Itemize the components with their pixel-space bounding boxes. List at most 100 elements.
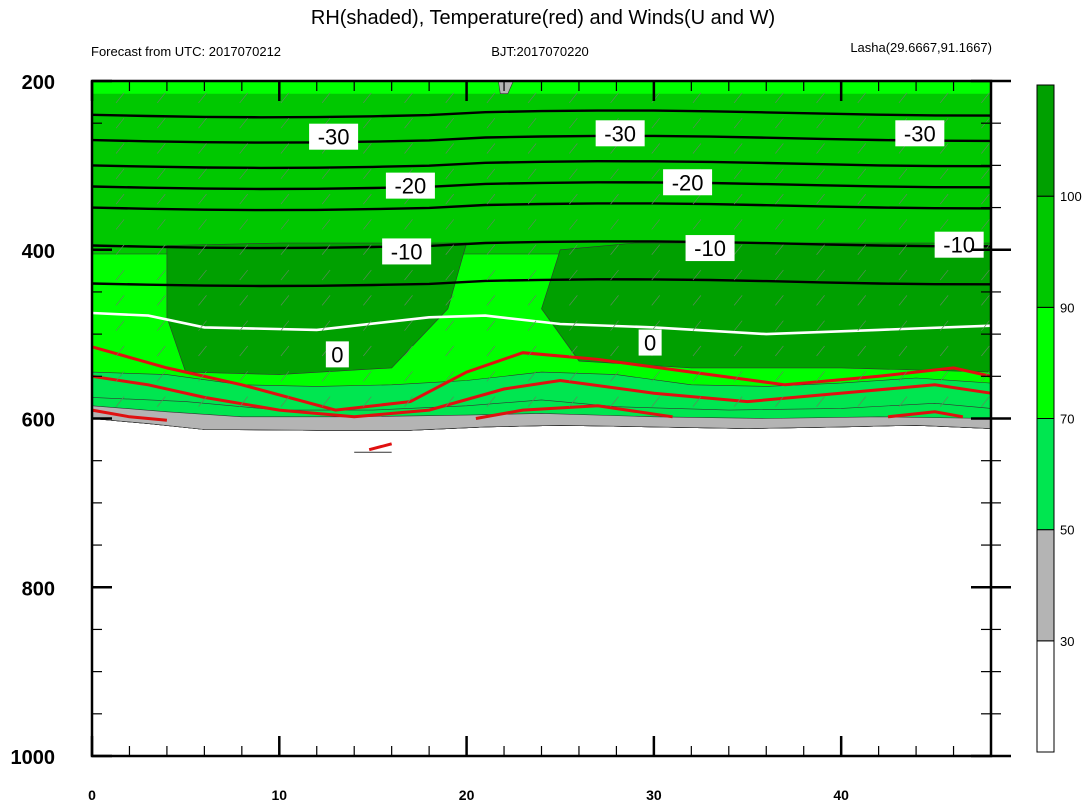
wind-barb <box>527 269 537 281</box>
wind-barb <box>692 396 702 407</box>
wind-barb <box>610 269 619 281</box>
wind-barb <box>321 320 331 331</box>
wind-barb <box>939 345 949 357</box>
wind-barb <box>733 345 743 357</box>
wind-barb <box>527 371 537 382</box>
wind-barb <box>733 219 743 230</box>
wind-barb <box>486 92 496 104</box>
wind-barb <box>445 193 455 205</box>
temperature-line <box>91 408 168 422</box>
isotherm-line <box>91 134 992 144</box>
wind-barb <box>569 143 578 154</box>
wind-barb <box>198 295 207 306</box>
wind-barb <box>857 345 867 357</box>
colorbar-swatch <box>1036 418 1055 531</box>
wind-barb <box>816 92 825 104</box>
wind-barb <box>610 396 619 407</box>
y-tick-label: 600 <box>22 410 55 432</box>
x-tick-label: 30 <box>646 787 662 803</box>
wind-barb <box>651 219 661 230</box>
wind-barb <box>939 219 949 230</box>
x-tick-label: 40 <box>833 787 849 803</box>
wind-barb <box>733 193 743 205</box>
wind-barb <box>445 320 455 331</box>
wind-barb <box>651 92 661 104</box>
wind-barb <box>321 244 331 255</box>
wind-barb <box>157 345 166 357</box>
wind-barb <box>816 295 825 306</box>
wind-barb <box>115 92 125 104</box>
wind-barb <box>733 295 743 306</box>
wind-barb <box>527 244 537 255</box>
wind-barb <box>404 295 413 306</box>
contour-label: -20 <box>394 174 426 199</box>
wind-barb <box>569 295 578 306</box>
wind-barb <box>321 295 331 306</box>
wind-barb <box>198 269 207 281</box>
wind-barb <box>486 269 496 281</box>
wind-barb <box>404 371 413 382</box>
wind-barb <box>239 244 248 255</box>
wind-barb <box>939 371 949 382</box>
wind-barb <box>651 295 661 306</box>
wind-barb <box>816 143 825 154</box>
wind-barb <box>939 143 949 154</box>
wind-barb <box>816 345 825 357</box>
wind-barb <box>321 92 331 104</box>
wind-barb <box>651 168 661 180</box>
wind-barb <box>486 168 496 180</box>
wind-barb <box>404 117 413 129</box>
wind-barb <box>816 168 825 180</box>
plot-area: -30 -30 -30-20 -20-10 -10 -100 020040060080010… <box>11 72 1011 803</box>
temperature-line <box>887 410 964 419</box>
wind-barb <box>733 143 743 154</box>
colorbar-swatch <box>1036 529 1055 642</box>
wind-barb <box>280 219 290 230</box>
wind-barb <box>651 396 661 407</box>
wind-barb <box>280 193 290 205</box>
wind-barb <box>404 219 413 230</box>
wind-barb <box>733 269 743 281</box>
wind-barb <box>898 269 908 281</box>
x-tick-label: 0 <box>88 787 96 803</box>
contour-label-box <box>385 172 435 199</box>
wind-barb <box>981 193 990 205</box>
wind-barb <box>527 193 537 205</box>
wind-barb <box>857 269 867 281</box>
wind-barb <box>404 345 413 357</box>
colorbar-swatch <box>1036 306 1055 420</box>
wind-barb <box>280 371 290 382</box>
wind-barb <box>486 345 496 357</box>
wind-barb <box>733 396 743 407</box>
subtitle-location: Lasha(29.6667,91.1667) <box>850 40 992 55</box>
wind-barb <box>280 269 290 281</box>
wind-barb <box>692 143 702 154</box>
wind-barb <box>486 193 496 205</box>
wind-barb <box>115 168 125 180</box>
wind-barb <box>198 320 207 331</box>
wind-barb <box>363 244 372 255</box>
wind-barb <box>775 320 784 331</box>
freezing-isotherm <box>91 311 992 336</box>
wind-barb <box>115 117 125 129</box>
wind-barb <box>898 193 908 205</box>
wind-barb <box>981 345 990 357</box>
wind-barb <box>445 269 455 281</box>
isotherm-line <box>91 240 992 250</box>
wind-barb <box>157 193 166 205</box>
wind-barb <box>857 219 867 230</box>
wind-barb <box>981 269 990 281</box>
wind-barb <box>610 168 619 180</box>
wind-barb <box>898 371 908 382</box>
wind-barb <box>569 396 578 407</box>
wind-barb <box>981 219 990 230</box>
wind-barb <box>445 244 455 255</box>
wind-barb <box>651 269 661 281</box>
isotherm-line <box>91 278 992 288</box>
wind-barb <box>115 320 125 331</box>
wind-barb <box>239 295 248 306</box>
wind-barb <box>569 193 578 205</box>
wind-barb <box>115 345 125 357</box>
isotherm-line <box>91 202 992 212</box>
wind-barb <box>981 168 990 180</box>
